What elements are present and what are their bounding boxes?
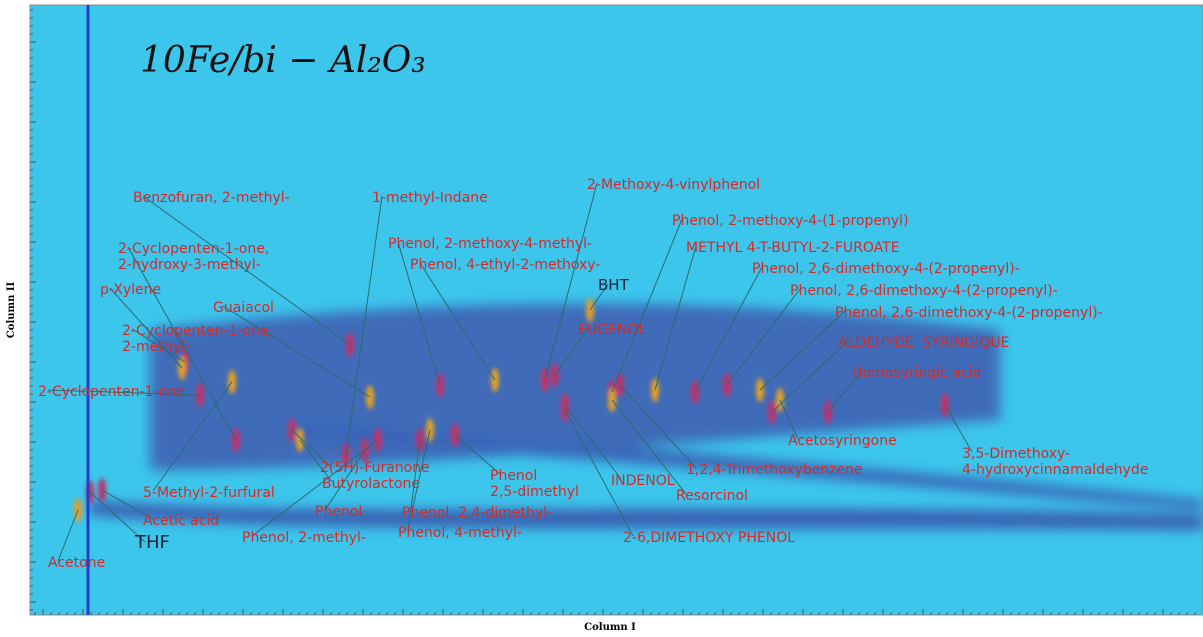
annotation-label: Acetone xyxy=(48,555,105,571)
leader-line xyxy=(152,381,233,492)
annotation-label: 2-Cyclopenten-1-one, xyxy=(118,241,269,257)
leader-line xyxy=(944,404,973,453)
leader-line xyxy=(654,245,697,391)
annotation-label: Phenol, 2-methyl- xyxy=(242,530,366,546)
leader-line xyxy=(57,509,79,562)
leader-line xyxy=(759,310,846,391)
annotation-label: 1,2,4-Trimethoxybenzene xyxy=(686,462,863,478)
leader-line xyxy=(109,287,183,369)
annotation-label: p-Xylene xyxy=(100,282,161,298)
annotation-label: ALDEHYDE SYRINGIQUE xyxy=(838,335,1009,351)
leader-line xyxy=(779,399,799,440)
annotation-label: Resorcinol xyxy=(676,488,748,504)
leader-line xyxy=(419,262,496,381)
leader-line xyxy=(142,195,351,346)
leader-line xyxy=(619,384,697,469)
leader-line xyxy=(726,288,801,386)
leader-line xyxy=(411,429,431,512)
leader-line xyxy=(564,404,622,480)
annotation-label: 3,5-Dimethoxy- xyxy=(962,446,1070,462)
leader-line xyxy=(291,429,331,467)
leader-line xyxy=(611,218,683,393)
annotation-label: 2(5H)-Furanone xyxy=(320,460,430,476)
leader-line xyxy=(694,266,763,393)
annotation-label: 2-methyl- xyxy=(122,339,190,355)
annotation-label: 2-Cyclopenten-1-one xyxy=(38,384,185,400)
annotation-label: 2,5-dimethyl xyxy=(490,484,579,500)
annotation-label: 2-Methoxy-4-vinylphenol xyxy=(587,177,760,193)
annotation-label: Benzofuran, 2-methyl- xyxy=(133,190,290,206)
annotation-label: Phenol, 2,6-dimethoxy-4-(2-propenyl)- xyxy=(790,283,1058,299)
leader-line xyxy=(345,195,383,456)
annotation-label: 1-methyl-Indane xyxy=(372,190,488,206)
annotation-label: Phenol xyxy=(315,504,362,520)
axis-ticks xyxy=(30,9,1196,615)
annotation-label: 5-Methyl-2-furfural xyxy=(143,485,275,501)
leader-line xyxy=(299,439,333,483)
leader-line xyxy=(564,409,634,537)
annotation-label: INDENOL xyxy=(611,473,675,489)
leader-line xyxy=(589,283,609,311)
leader-line xyxy=(251,439,379,537)
annotation-label: Phenol, 4-ethyl-2-methoxy- xyxy=(410,257,600,273)
annotation-label: Phenol xyxy=(490,468,537,484)
leader-line xyxy=(407,439,421,532)
leader-line xyxy=(827,370,863,413)
annotation-label: Phenol, 4-methyl- xyxy=(398,525,522,541)
leader-line xyxy=(47,389,201,396)
x-axis-label: Column I xyxy=(584,622,636,633)
leader-line xyxy=(544,182,598,381)
annotations: Acetone THF Acetic acid 5-Methyl-2-furfural… xyxy=(38,177,1148,571)
signal-band xyxy=(90,303,1203,530)
annotation-label: 2-6,DIMETHOXY PHENOL xyxy=(623,530,795,546)
annotation-label: Phenol, 2-methoxy-4-methyl- xyxy=(388,236,592,252)
leader-line xyxy=(611,399,687,495)
annotation-label: Phenol, 2,4-dimethyl- xyxy=(402,505,552,521)
leader-line xyxy=(131,328,186,363)
annotation-label: Phenol, 2,6-dimethoxy-4-(2-propenyl)- xyxy=(752,261,1020,277)
annotation-label: EUGENOL xyxy=(578,322,646,338)
leader-line xyxy=(222,305,371,398)
leader-line xyxy=(101,489,154,520)
y-axis-label: Column II xyxy=(6,281,17,338)
annotation-label: Acetic acid xyxy=(143,513,219,529)
annotation-label: Phenol, 2,6-dimethoxy-4-(2-propenyl)- xyxy=(835,305,1103,321)
annotation-label: BHT xyxy=(598,276,630,294)
annotation-label: 2-hydroxy-3-methyl- xyxy=(118,257,261,273)
leader-line xyxy=(554,327,589,376)
leader-line xyxy=(771,340,849,413)
chart-title: 10Fe/bi − Al₂O₃ xyxy=(140,40,426,81)
annotation-label: Acetosyringone xyxy=(788,433,897,449)
annotation-label: Butyrolactone xyxy=(322,476,420,492)
annotation-label: Guaiacol xyxy=(213,300,274,316)
leader-line xyxy=(324,449,366,511)
annotation-label: Phenol, 2-methoxy-4-(1-propenyl) xyxy=(672,213,909,229)
annotation-label: 4-hydroxycinnamaldehyde xyxy=(962,462,1148,478)
leader-line xyxy=(127,246,237,441)
annotation-label: THF xyxy=(134,532,170,553)
leader-line xyxy=(454,434,501,475)
leader-line xyxy=(397,241,441,386)
annotation-label: METHYL 4-T-BUTYL-2-FUROATE xyxy=(686,240,900,256)
annotation-label: 2-Cyclopenten-1-one, xyxy=(122,323,273,339)
leader-line xyxy=(89,491,146,543)
annotation-label: Homosyringic acid xyxy=(852,365,981,381)
